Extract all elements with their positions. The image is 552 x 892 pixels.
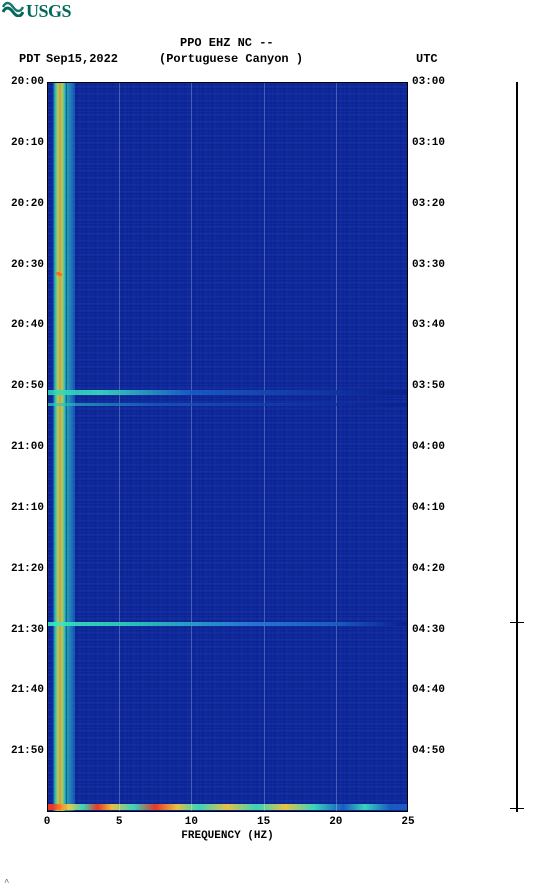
- y-right-tick: 03:20: [412, 199, 452, 210]
- y-left-tick: 21:40: [4, 685, 44, 696]
- gridline-vertical: [191, 82, 192, 812]
- x-axis-title: FREQUENCY (HZ): [47, 830, 408, 842]
- y-right-tick: 03:00: [412, 77, 452, 88]
- x-tick-label: 5: [116, 816, 123, 828]
- spectrogram-plot: [47, 82, 408, 812]
- station-location: (Portuguese Canyon ): [159, 52, 303, 66]
- y-right-tick: 03:40: [412, 320, 452, 331]
- footer-mark: ^: [4, 878, 9, 888]
- spectrogram-noise: [47, 82, 408, 812]
- x-tick-label: 10: [185, 816, 198, 828]
- usgs-logo: USGS: [2, 2, 71, 20]
- y-axis-right-labels: 03:0003:1003:2003:3003:4003:5004:0004:10…: [412, 82, 452, 812]
- y-right-tick: 04:20: [412, 564, 452, 575]
- y-right-tick: 04:10: [412, 503, 452, 514]
- hot-spot: [58, 273, 62, 276]
- y-left-tick: 20:10: [4, 138, 44, 149]
- y-left-tick: 20:40: [4, 320, 44, 331]
- y-left-tick: 21:00: [4, 442, 44, 453]
- left-timezone-label: PDT: [19, 52, 41, 66]
- date-label: Sep15,2022: [46, 52, 118, 66]
- station-code: PPO EHZ NC --: [180, 36, 274, 50]
- y-right-tick: 04:40: [412, 685, 452, 696]
- x-tick-label: 0: [44, 816, 51, 828]
- x-tick-label: 15: [257, 816, 270, 828]
- x-tick-label: 20: [329, 816, 342, 828]
- y-left-tick: 21:50: [4, 746, 44, 757]
- gridline-vertical: [336, 82, 337, 812]
- y-right-tick: 04:30: [412, 625, 452, 636]
- gridline-vertical: [264, 82, 265, 812]
- y-left-tick: 21:10: [4, 503, 44, 514]
- y-right-tick: 03:30: [412, 260, 452, 271]
- y-right-tick: 03:10: [412, 138, 452, 149]
- low-frequency-energy-band: [53, 82, 67, 812]
- amplitude-scale-bar: [516, 82, 518, 812]
- low-frequency-energy-band-edge: [67, 82, 75, 812]
- amplitude-scale-tick: [510, 622, 524, 623]
- spectrogram-bottom-burst: [47, 804, 408, 810]
- y-axis-left-labels: 20:0020:1020:2020:3020:4020:5021:0021:10…: [4, 82, 44, 812]
- x-tick-label: 25: [401, 816, 414, 828]
- y-right-tick: 04:50: [412, 746, 452, 757]
- gridline-vertical: [119, 82, 120, 812]
- y-left-tick: 20:00: [4, 77, 44, 88]
- usgs-wave-icon: [2, 1, 24, 21]
- x-axis-labels: 0510152025: [47, 816, 408, 828]
- amplitude-scale-tick: [510, 808, 524, 809]
- y-left-tick: 21:30: [4, 625, 44, 636]
- y-left-tick: 21:20: [4, 564, 44, 575]
- y-left-tick: 20:50: [4, 381, 44, 392]
- y-right-tick: 03:50: [412, 381, 452, 392]
- right-timezone-label: UTC: [416, 52, 438, 66]
- y-right-tick: 04:00: [412, 442, 452, 453]
- y-left-tick: 20:20: [4, 199, 44, 210]
- y-left-tick: 20:30: [4, 260, 44, 271]
- usgs-logo-text: USGS: [26, 1, 71, 22]
